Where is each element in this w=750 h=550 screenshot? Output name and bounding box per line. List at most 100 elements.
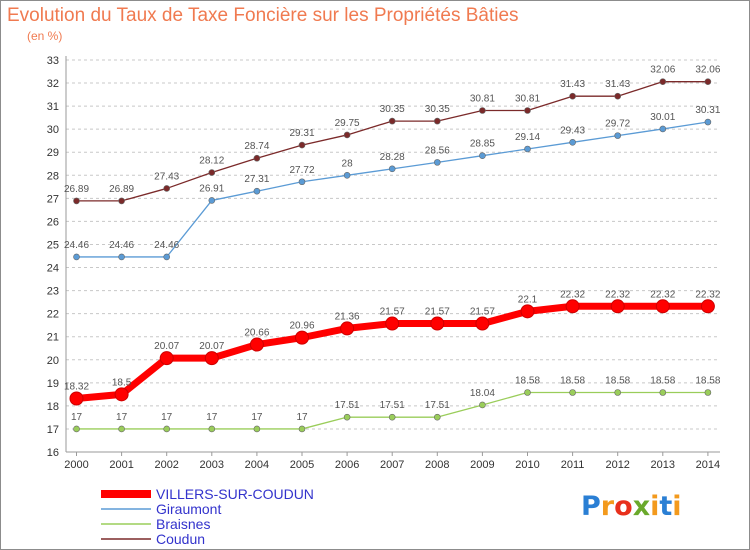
data-label: 24.46 bbox=[109, 240, 134, 251]
legend-label: Coudun bbox=[156, 531, 205, 547]
data-point bbox=[433, 413, 441, 421]
data-label: 30.81 bbox=[470, 93, 495, 104]
x-tick-label: 2002 bbox=[154, 459, 178, 471]
series-line bbox=[75, 121, 709, 258]
y-tick-label: 27 bbox=[47, 193, 59, 205]
x-tick-label: 2012 bbox=[605, 459, 629, 471]
data-point bbox=[343, 171, 351, 179]
data-point bbox=[569, 139, 576, 146]
data-point bbox=[659, 125, 667, 133]
data-point bbox=[298, 141, 306, 149]
data-label: 32.06 bbox=[650, 65, 675, 76]
data-label: 18.58 bbox=[560, 376, 585, 387]
data-label: 21.57 bbox=[380, 307, 405, 318]
legend-label: Braisnes bbox=[156, 516, 210, 532]
data-label: 17 bbox=[116, 412, 128, 423]
data-point bbox=[385, 316, 400, 331]
legend-label: VILLERS-SUR-COUDUN bbox=[156, 486, 314, 502]
y-tick-label: 23 bbox=[47, 286, 59, 298]
data-point bbox=[298, 178, 306, 186]
data-point bbox=[388, 413, 396, 421]
data-label: 18.58 bbox=[650, 376, 675, 387]
data-label: 20.07 bbox=[154, 341, 179, 352]
data-point bbox=[479, 401, 486, 409]
data-point bbox=[118, 425, 125, 433]
data-label: 29.72 bbox=[605, 119, 630, 130]
data-label: 28.85 bbox=[470, 139, 495, 150]
data-label: 20.66 bbox=[244, 328, 269, 339]
data-label: 30.35 bbox=[380, 104, 405, 115]
x-tick-label: 2003 bbox=[200, 459, 224, 471]
data-point bbox=[433, 159, 441, 166]
data-point bbox=[524, 389, 531, 396]
chart-title: Evolution du Taux de Taxe Foncière sur l… bbox=[7, 5, 519, 26]
data-point bbox=[610, 299, 625, 314]
data-label: 30.31 bbox=[695, 105, 720, 116]
data-point bbox=[479, 107, 486, 114]
data-label: 26.89 bbox=[64, 184, 89, 195]
data-label: 18.58 bbox=[515, 376, 540, 387]
data-label: 28.28 bbox=[380, 152, 405, 163]
data-point bbox=[614, 389, 622, 396]
data-label: 29.75 bbox=[335, 118, 360, 129]
y-axis-unit: (en %) bbox=[27, 29, 63, 43]
x-tick-label: 2013 bbox=[651, 459, 675, 471]
data-label: 17 bbox=[71, 412, 83, 423]
data-label: 21.57 bbox=[470, 307, 495, 318]
data-label: 28.74 bbox=[244, 141, 269, 152]
data-label: 24.46 bbox=[64, 240, 89, 251]
data-point bbox=[388, 117, 396, 125]
data-point bbox=[163, 425, 170, 433]
data-point bbox=[69, 391, 84, 406]
y-tick-label: 24 bbox=[47, 263, 59, 275]
data-label: 26.91 bbox=[199, 183, 224, 194]
y-tick-label: 19 bbox=[47, 378, 59, 390]
data-point bbox=[569, 389, 576, 396]
data-label: 17 bbox=[206, 412, 218, 423]
data-point bbox=[343, 131, 351, 139]
data-point bbox=[340, 321, 355, 336]
data-label: 18.58 bbox=[605, 376, 630, 387]
data-label: 29.43 bbox=[560, 125, 585, 136]
data-point bbox=[520, 304, 535, 319]
data-label: 29.31 bbox=[289, 128, 314, 139]
data-point bbox=[479, 152, 486, 159]
data-label: 29.14 bbox=[515, 132, 540, 143]
data-label: 28.12 bbox=[199, 156, 224, 167]
data-label: 30.01 bbox=[650, 112, 675, 123]
y-tick-label: 33 bbox=[47, 55, 59, 67]
data-label: 32.06 bbox=[695, 65, 720, 76]
data-point bbox=[253, 425, 261, 433]
x-tick-label: 2001 bbox=[109, 459, 133, 471]
data-label: 18.5 bbox=[112, 377, 132, 388]
data-point bbox=[524, 107, 531, 114]
data-point bbox=[430, 316, 445, 331]
data-point bbox=[433, 117, 441, 125]
data-point bbox=[565, 299, 580, 314]
x-tick-label: 2009 bbox=[470, 459, 494, 471]
data-point bbox=[163, 185, 170, 192]
data-point bbox=[659, 389, 667, 396]
data-label: 17 bbox=[251, 412, 263, 423]
y-tick-label: 22 bbox=[47, 309, 59, 321]
data-label: 18.04 bbox=[470, 388, 495, 399]
series-line bbox=[75, 81, 709, 202]
y-tick-label: 26 bbox=[47, 216, 59, 228]
x-tick-label: 2007 bbox=[380, 459, 404, 471]
data-point bbox=[524, 145, 531, 153]
x-tick-label: 2010 bbox=[515, 459, 539, 471]
data-point bbox=[614, 132, 622, 139]
data-label: 22.32 bbox=[650, 289, 675, 300]
data-point bbox=[704, 78, 712, 85]
proxiti-logo: Proxiti bbox=[581, 491, 682, 522]
data-label: 17 bbox=[296, 412, 308, 423]
data-label: 28.56 bbox=[425, 145, 450, 156]
data-point bbox=[475, 316, 490, 331]
y-tick-label: 25 bbox=[47, 239, 59, 251]
data-point bbox=[655, 299, 670, 314]
data-label: 17 bbox=[161, 412, 173, 423]
y-tick-label: 28 bbox=[47, 170, 59, 182]
y-tick-label: 18 bbox=[47, 401, 59, 413]
